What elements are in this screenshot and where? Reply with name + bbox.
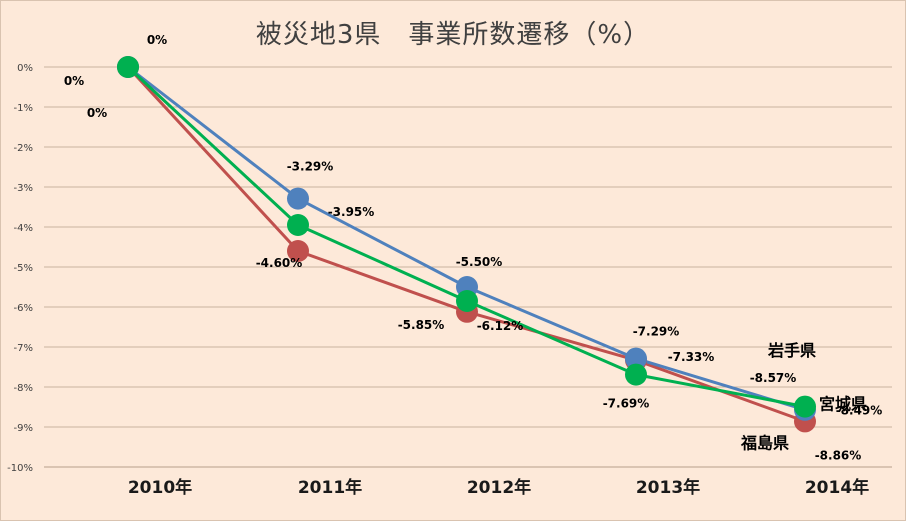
series-label: 福島県 (740, 434, 789, 453)
data-label: 0% (87, 106, 107, 120)
y-tick-label: -2% (14, 143, 33, 154)
x-tick-label: 2012年 (467, 477, 531, 498)
data-label: -5.85% (398, 318, 445, 332)
data-label: -4.60% (256, 256, 303, 270)
y-tick-label: -7% (14, 343, 33, 354)
series-markers (117, 56, 816, 433)
data-point (287, 214, 309, 236)
data-label: 0% (147, 33, 167, 47)
y-tick-label: 0% (17, 63, 33, 74)
y-tick-label: -10% (7, 463, 33, 474)
y-tick-label: -9% (14, 423, 33, 434)
data-label: -8.86% (815, 448, 862, 462)
data-point (456, 290, 478, 312)
data-label: -6.12% (477, 319, 524, 333)
data-labels: 0% -3.29% -5.50% -7.29% -8.57% 0% -4.60% -6.12%… (64, 33, 883, 462)
series-lines (126, 65, 806, 423)
x-axis-ticks: 2010年 2011年 2012年 2013年 2014年 (128, 477, 869, 498)
data-label: -3.29% (287, 160, 334, 174)
data-point (287, 240, 309, 262)
y-axis-ticks: 0% -1% -2% -3% -4% -5% -6% -7% -8% -9% -10% (7, 63, 33, 474)
data-label: -8.57% (750, 371, 797, 385)
data-point (117, 56, 139, 78)
x-tick-label: 2013年 (636, 477, 700, 498)
data-label: -3.95% (328, 205, 375, 219)
data-label: -8.49% (836, 404, 883, 418)
chart-title: 被災地3県 事業所数遷移（%） (255, 20, 651, 50)
series-line (126, 65, 806, 423)
data-point (625, 363, 647, 386)
x-tick-label: 2014年 (805, 477, 869, 498)
y-tick-label: -6% (14, 303, 33, 314)
x-tick-label: 2010年 (128, 477, 192, 498)
y-tick-label: -3% (14, 183, 33, 194)
data-point (794, 395, 816, 418)
series-label: 岩手県 (767, 341, 816, 360)
y-tick-label: -1% (14, 103, 33, 114)
data-point (287, 187, 309, 210)
data-label: -7.69% (603, 397, 650, 411)
x-tick-label: 2011年 (298, 477, 362, 498)
data-label: -5.50% (456, 255, 503, 269)
series-label: 宮城県 (819, 394, 867, 413)
y-tick-label: -8% (14, 383, 33, 394)
data-label: -7.33% (668, 350, 715, 364)
y-tick-label: -4% (14, 223, 33, 234)
data-point (625, 347, 647, 370)
y-tick-label: -5% (14, 263, 33, 274)
data-label: 0% (64, 74, 84, 88)
data-label: -7.29% (633, 325, 680, 339)
